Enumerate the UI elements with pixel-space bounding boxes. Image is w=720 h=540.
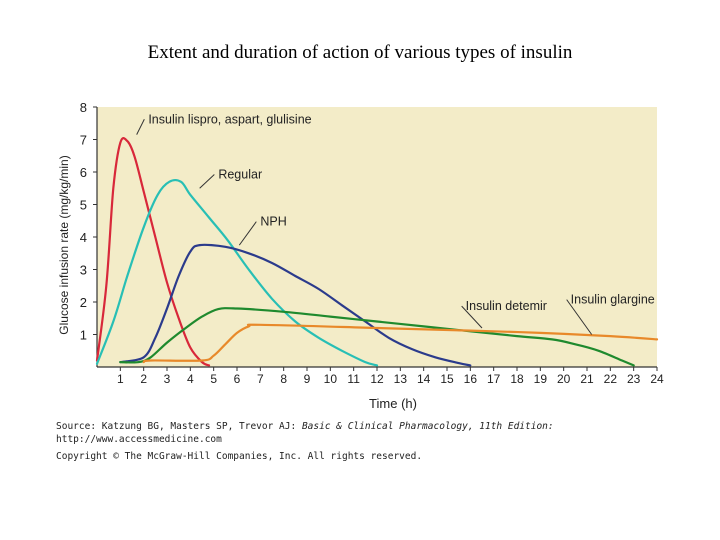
series-label-2: NPH bbox=[260, 215, 286, 229]
x-tick-label: 2 bbox=[140, 372, 147, 386]
series-label-3: Insulin detemir bbox=[466, 299, 547, 313]
series-line-0 bbox=[95, 137, 211, 367]
source-prefix: Source: Katzung BG, Masters SP, Trevor A… bbox=[56, 421, 302, 432]
x-tick-label: 1 bbox=[117, 372, 124, 386]
series-label-0: Insulin lispro, aspart, glulisine bbox=[148, 112, 311, 126]
x-tick-label: 21 bbox=[580, 372, 594, 386]
x-tick-label: 23 bbox=[627, 372, 641, 386]
source-citation: Source: Katzung BG, Masters SP, Trevor A… bbox=[56, 420, 720, 446]
x-tick-label: 16 bbox=[464, 372, 478, 386]
annotation-leader bbox=[136, 119, 145, 135]
y-axis-title: Glucose infusion rate (mg/kg/min) bbox=[57, 155, 71, 334]
annotation-leader bbox=[199, 174, 215, 189]
annotation-leader bbox=[238, 221, 257, 246]
x-tick-label: 19 bbox=[534, 372, 548, 386]
y-tick-label: 5 bbox=[80, 198, 87, 213]
x-tick-label: 13 bbox=[394, 372, 408, 386]
annotation-leader bbox=[566, 299, 593, 335]
series-line-2 bbox=[119, 243, 472, 367]
series-label-4: Insulin glargine bbox=[571, 293, 655, 307]
x-tick-label: 12 bbox=[370, 372, 384, 386]
series-line-3 bbox=[119, 307, 635, 367]
x-tick-label: 4 bbox=[187, 372, 194, 386]
x-tick-label: 10 bbox=[324, 372, 338, 386]
annotation-leader bbox=[461, 305, 483, 329]
y-tick-label: 3 bbox=[80, 263, 87, 278]
x-tick-label: 17 bbox=[487, 372, 501, 386]
copyright-notice: Copyright © The McGraw-Hill Companies, I… bbox=[56, 451, 423, 462]
x-tick-label: 11 bbox=[347, 372, 360, 386]
x-tick-label: 9 bbox=[304, 372, 311, 386]
y-tick-label: 7 bbox=[80, 133, 87, 148]
x-tick-label: 3 bbox=[164, 372, 171, 386]
x-tick-label: 22 bbox=[604, 372, 618, 386]
x-tick-label: 5 bbox=[210, 372, 217, 386]
y-tick-label: 8 bbox=[80, 100, 87, 115]
series-line-1 bbox=[95, 179, 379, 367]
y-tick-label: 6 bbox=[80, 165, 87, 180]
series-label-1: Regular bbox=[218, 168, 262, 182]
x-tick-label: 8 bbox=[280, 372, 287, 386]
page-title: Extent and duration of action of various… bbox=[147, 42, 573, 63]
source-book: Basic & Clinical Pharmacology, 11th Edit… bbox=[301, 421, 554, 432]
x-tick-label: 6 bbox=[234, 372, 241, 386]
x-tick-label: 15 bbox=[440, 372, 454, 386]
y-tick-label: 1 bbox=[80, 328, 87, 343]
x-axis-title: Time (h) bbox=[369, 396, 417, 411]
series-line-4 bbox=[142, 323, 659, 364]
source-url[interactable]: http://www.accessmedicine.com bbox=[56, 434, 222, 445]
x-tick-label: 7 bbox=[257, 372, 264, 386]
x-tick-label: 14 bbox=[417, 372, 431, 386]
y-tick-label: 2 bbox=[80, 295, 87, 310]
x-tick-label: 24 bbox=[650, 372, 664, 386]
x-tick-label: 20 bbox=[557, 372, 571, 386]
y-tick-label: 4 bbox=[80, 230, 87, 245]
x-tick-label: 18 bbox=[510, 372, 524, 386]
